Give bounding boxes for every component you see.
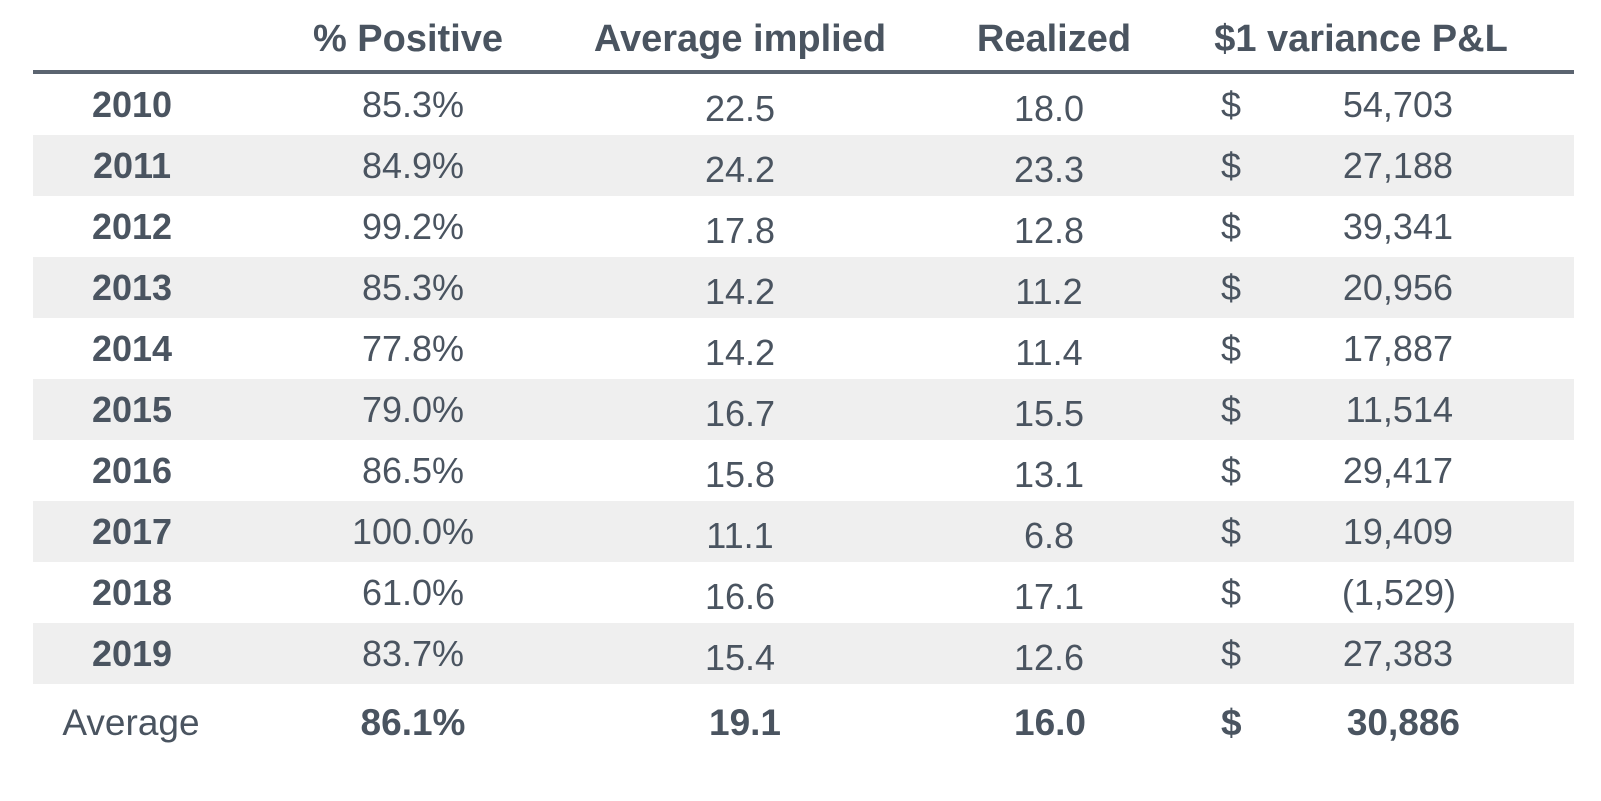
- average-label: Average: [62, 702, 200, 743]
- average-pct-positive: 86.1%: [360, 702, 466, 743]
- pnl-cell: 19,409: [1342, 510, 1453, 552]
- avg-implied-cell: 22.5: [704, 87, 776, 129]
- realized-cell: 12.8: [1013, 209, 1085, 251]
- pnl-cell: 27,188: [1342, 144, 1453, 186]
- currency-cell: $: [1221, 510, 1242, 552]
- avg-implied-cell: 24.2: [704, 148, 776, 190]
- average-pnl: 30,886: [1346, 702, 1460, 743]
- year-cell: 2017: [91, 510, 173, 552]
- table-row: 2010 85.3% 22.5 18.0 $54,703: [33, 74, 1574, 135]
- year-cell: 2016: [91, 449, 173, 491]
- pnl-cell: 11,514: [1345, 388, 1453, 430]
- realized-cell: 23.3: [1013, 148, 1085, 190]
- average-avg-implied: 19.1: [708, 702, 782, 743]
- currency-cell: $: [1221, 449, 1242, 491]
- avg-implied-cell: 15.8: [704, 453, 776, 495]
- pnl-cell: 39,341: [1342, 205, 1453, 247]
- year-cell: 2013: [91, 266, 173, 308]
- table-body: 2010 85.3% 22.5 18.0 $54,703 2011 84.9% 24.2 23.…: [33, 74, 1574, 684]
- avg-implied-cell: 15.4: [704, 636, 776, 678]
- pct-positive-cell: 77.8%: [361, 327, 465, 369]
- table-row: 2013 85.3% 14.2 11.2 $20,956: [33, 257, 1574, 318]
- pct-positive-cell: 85.3%: [361, 266, 465, 308]
- avg-implied-cell: 16.6: [704, 575, 776, 617]
- header-realized: Realized: [976, 18, 1132, 60]
- pnl-cell: 17,887: [1342, 327, 1453, 369]
- year-cell: 2011: [92, 144, 172, 186]
- realized-cell: 12.6: [1013, 636, 1085, 678]
- table-row: 2019 83.7% 15.4 12.6 $27,383: [33, 623, 1574, 684]
- realized-cell: 17.1: [1013, 575, 1085, 617]
- currency-cell: $: [1221, 205, 1242, 247]
- average-realized: 16.0: [1013, 702, 1087, 743]
- year-cell: 2010: [91, 83, 173, 125]
- header-variance-pnl: $1 variance P&L: [1214, 18, 1508, 60]
- currency-cell: $: [1221, 632, 1242, 674]
- pct-positive-cell: 79.0%: [361, 388, 465, 430]
- avg-implied-cell: 14.2: [704, 270, 776, 312]
- currency-cell: $: [1221, 83, 1242, 125]
- table-row: 2012 99.2% 17.8 12.8 $39,341: [33, 196, 1574, 257]
- currency-cell: $: [1221, 388, 1242, 430]
- table-row: 2018 61.0% 16.6 17.1 $ (1,529): [33, 562, 1574, 623]
- pnl-cell: 54,703: [1342, 83, 1453, 125]
- avg-implied-cell: 14.2: [704, 331, 776, 373]
- realized-cell: 15.5: [1013, 392, 1085, 434]
- currency-cell: $: [1221, 144, 1242, 186]
- table-header: % Positive Average implied Realized $1 v…: [33, 0, 1574, 74]
- year-cell: 2014: [91, 327, 173, 369]
- pct-positive-cell: 86.5%: [361, 449, 465, 491]
- table-row: 2015 79.0% 16.7 15.5 $11,514: [33, 379, 1574, 440]
- pnl-cell: 27,383: [1342, 632, 1453, 674]
- pct-positive-cell: 100.0%: [351, 510, 475, 552]
- year-cell: 2015: [91, 388, 173, 430]
- currency-cell: $: [1221, 571, 1242, 613]
- currency-cell: $: [1221, 266, 1242, 308]
- pct-positive-cell: 83.7%: [361, 632, 465, 674]
- avg-implied-cell: 16.7: [704, 392, 776, 434]
- realized-cell: 18.0: [1013, 87, 1085, 129]
- realized-cell: 11.4: [1015, 331, 1083, 373]
- variance-table: % Positive Average implied Realized $1 v…: [33, 0, 1574, 762]
- realized-cell: 13.1: [1013, 453, 1085, 495]
- year-cell: 2018: [91, 571, 173, 613]
- realized-cell: 11.2: [1015, 270, 1083, 312]
- currency-cell: $: [1221, 327, 1242, 369]
- pnl-cell: (1,529): [1341, 571, 1456, 613]
- pct-positive-cell: 85.3%: [361, 83, 465, 125]
- avg-implied-cell: 17.8: [704, 209, 776, 251]
- pnl-cell: 20,956: [1342, 266, 1453, 308]
- table-row: 2011 84.9% 24.2 23.3 $27,188: [33, 135, 1574, 196]
- header-pct-positive: % Positive: [312, 18, 504, 60]
- realized-cell: 6.8: [1023, 514, 1075, 556]
- table-row: 2016 86.5% 15.8 13.1 $29,417: [33, 440, 1574, 501]
- pct-positive-cell: 61.0%: [361, 571, 465, 613]
- pct-positive-cell: 84.9%: [361, 144, 465, 186]
- table-row: 2014 77.8% 14.2 11.4 $17,887: [33, 318, 1574, 379]
- average-currency: $: [1221, 702, 1242, 743]
- average-row: Average 86.1% 19.1 16.0 $ 30,886: [33, 684, 1574, 762]
- avg-implied-cell: 11.1: [706, 514, 774, 556]
- year-cell: 2019: [91, 632, 173, 674]
- table-row: 2017 100.0% 11.1 6.8 $19,409: [33, 501, 1574, 562]
- year-cell: 2012: [91, 205, 173, 247]
- pnl-cell: 29,417: [1342, 449, 1453, 491]
- header-average-implied: Average implied: [593, 18, 887, 60]
- pct-positive-cell: 99.2%: [361, 205, 465, 247]
